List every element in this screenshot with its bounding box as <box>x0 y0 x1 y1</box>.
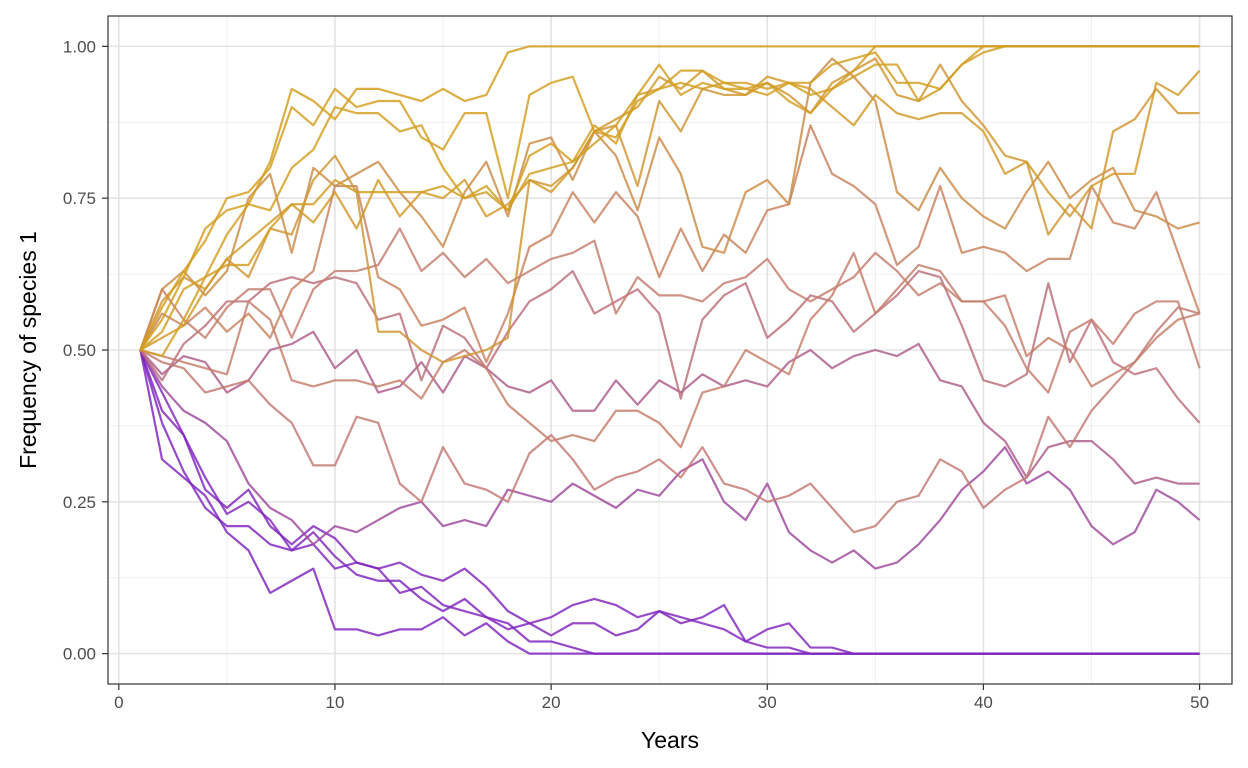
x-tick-label: 0 <box>114 693 123 712</box>
y-tick-label: 0.25 <box>63 493 96 512</box>
series-line-5 <box>139 69 1201 351</box>
series-lines <box>139 45 1201 655</box>
x-axis-title: Years <box>641 727 699 753</box>
y-tick-label: 0.00 <box>63 645 96 664</box>
x-tick-label: 20 <box>542 693 561 712</box>
x-axis: 0 10 20 30 40 50 <box>114 684 1209 712</box>
x-tick-label: 10 <box>326 693 345 712</box>
y-tick-label: 1.00 <box>63 37 96 56</box>
y-axis: 0.00 0.25 0.50 0.75 1.00 <box>63 37 108 664</box>
x-tick-label: 40 <box>974 693 993 712</box>
series-line-7 <box>139 57 1200 351</box>
x-tick-label: 50 <box>1190 693 1209 712</box>
series-line-6 <box>139 57 1200 364</box>
series-line-4 <box>140 45 1200 358</box>
series-line-9 <box>139 227 1201 394</box>
x-tick-label: 30 <box>758 693 777 712</box>
series-line-10 <box>139 269 1201 424</box>
y-tick-label: 0.50 <box>63 341 96 360</box>
series-line-12 <box>139 330 1200 485</box>
series-line-11 <box>140 251 1200 449</box>
series-line-18 <box>139 349 1200 655</box>
y-axis-title: Frequency of species 1 <box>15 231 41 469</box>
series-line-13 <box>139 306 1200 534</box>
y-tick-label: 0.75 <box>63 189 96 208</box>
series-line-8 <box>139 124 1201 364</box>
series-line-14 <box>139 349 1201 570</box>
